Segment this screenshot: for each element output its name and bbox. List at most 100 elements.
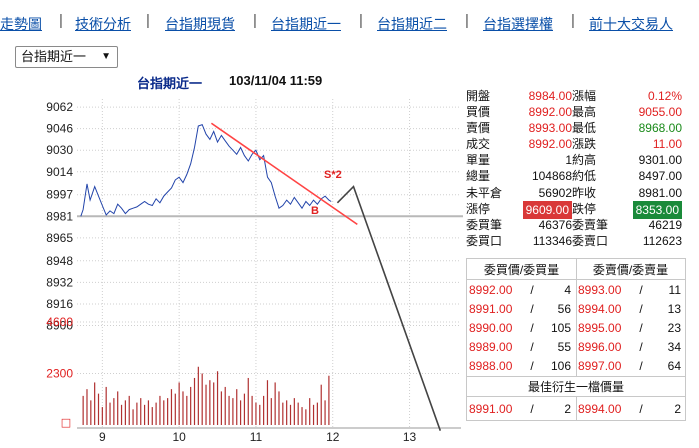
ask-price: 8995.00: [578, 321, 622, 335]
book-divider: [576, 396, 577, 421]
quote-value: 8981.00: [638, 185, 682, 200]
volume-marker: □: [61, 416, 71, 429]
quote-label: 開盤: [466, 89, 491, 103]
nav-separator: |: [571, 12, 575, 29]
slash: /: [639, 340, 643, 354]
ask-qty: 13: [667, 302, 681, 316]
price-tick-label: 8997: [46, 188, 73, 202]
ask-price: 8997.00: [578, 359, 622, 373]
nav-link-options[interactable]: 台指選擇權: [483, 16, 553, 32]
time-tick-label: 13: [403, 430, 417, 444]
top-nav: 走勢圖 | 技術分析 | 台指期現貨 | 台指期近一 | 台指期近二 | 台指選…: [0, 0, 699, 36]
quote-value: 0.12%: [647, 89, 682, 103]
bid-qty: 105: [550, 321, 571, 335]
quote-label: 漲停: [466, 201, 491, 216]
quote-label: 約低: [572, 169, 597, 184]
order-book-row: 8992.00 / 4 8993.00 / 11: [467, 281, 685, 299]
order-book-row: 8988.00 / 106 8997.00 / 64: [467, 357, 685, 375]
volume-tick-label: 4600: [46, 315, 73, 329]
quote-label: 總量: [466, 169, 491, 184]
bid-price: 8988.00: [469, 359, 513, 373]
bid-qty: 4: [564, 283, 571, 297]
slash: /: [639, 283, 643, 297]
derivative-row: 8991.00 / 2 8994.00 / 2: [467, 400, 685, 418]
quote-label: 跌停: [572, 201, 597, 216]
quote-label: 買價: [466, 105, 491, 120]
nav-link-technical[interactable]: 技術分析: [75, 16, 131, 32]
nav-separator: |: [59, 12, 63, 29]
quote-panel: 開盤 8984.00 漲幅 0.12% 買價 8992.00 最高 9055.00 賣價 8993…: [466, 88, 686, 249]
ask-qty: 34: [667, 340, 681, 354]
trend-line: [210, 122, 358, 226]
nav-link-top-ten-traders[interactable]: 前十大交易人: [589, 16, 673, 32]
quote-value: 8984.00: [528, 89, 572, 103]
order-book-row: 8989.00 / 55 8996.00 / 34: [467, 338, 685, 356]
price-tick-label: 8932: [46, 275, 73, 289]
ask-price: 8993.00: [578, 283, 622, 297]
price-tick-label: 9062: [46, 100, 73, 114]
ask-qty: 64: [667, 359, 681, 373]
slash: /: [530, 321, 534, 335]
price-tick-label: 8981: [46, 209, 73, 223]
price-tick-label: 8900: [46, 319, 73, 333]
order-book-row: 8990.00 / 105 8995.00 / 23: [467, 319, 685, 337]
slash: /: [530, 402, 534, 416]
bid-qty: 106: [550, 359, 571, 373]
quote-label: 昨收: [572, 185, 597, 200]
book-divider: [467, 376, 685, 377]
time-tick-label: 11: [250, 430, 263, 444]
quote-row: 賣價 8993.00 最低 8968.00: [466, 120, 686, 136]
annotation-sell: S*2: [324, 169, 342, 181]
nav-link-near-month-1[interactable]: 台指期近一: [271, 16, 341, 32]
ask-price: 8994.00: [578, 402, 622, 416]
price-tick-label: 8948: [46, 254, 73, 268]
quote-label: 最高: [572, 105, 597, 120]
quote-label: 委買筆: [466, 217, 503, 232]
nav-separator: |: [465, 12, 469, 29]
quote-row: 開盤 8984.00 漲幅 0.12%: [466, 88, 686, 104]
quote-label: 委賣筆: [572, 217, 609, 232]
ask-price: 8994.00: [578, 302, 622, 316]
price-chart: 9062 9046 9030 9014 8997 8981 8965 8948 8932 8916…: [46, 99, 463, 444]
nav-link-near-month-2[interactable]: 台指期近二: [377, 16, 447, 32]
time-tick-label: 12: [326, 430, 340, 444]
price-tick-label: 9046: [46, 122, 73, 136]
bid-qty: 55: [557, 340, 571, 354]
quote-value: 8992.00: [528, 105, 572, 120]
chart-title: 台指期近一: [137, 76, 203, 91]
book-divider: [467, 396, 685, 397]
quote-label: 單量: [466, 153, 491, 168]
quote-row: 成交 8992.00 漲跌 11.00: [466, 136, 686, 152]
quote-value: 8993.00: [528, 121, 572, 136]
quote-row: 未平倉 56902 昨收 8981.00: [466, 185, 686, 201]
nav-link-index-spot[interactable]: 台指期現貨: [165, 16, 235, 32]
bid-price: 8991.00: [469, 302, 513, 316]
quote-value: 8968.00: [638, 121, 682, 136]
quote-value: 113346: [532, 233, 572, 248]
quote-label: 賣價: [466, 121, 491, 136]
price-tick-label: 9014: [46, 165, 73, 179]
quote-value: 8992.00: [528, 137, 572, 152]
nav-link-trend[interactable]: 走勢圖: [0, 16, 42, 32]
quote-label: 委賣口: [572, 233, 609, 248]
quote-label: 最低: [572, 121, 597, 136]
nav-separator: |: [359, 12, 363, 29]
slash: /: [639, 321, 643, 335]
quote-row: 漲停 9609.00 跌停 8353.00: [466, 200, 686, 219]
quote-value: 1: [565, 153, 572, 168]
quote-row: 總量 104868 約低 8497.00: [466, 168, 686, 184]
ask-price: 8996.00: [578, 340, 622, 354]
nav-separator: |: [146, 12, 150, 29]
chevron-down-icon: ▼: [101, 51, 111, 62]
quote-label: 委買口: [466, 233, 503, 248]
quote-label: 漲跌: [572, 137, 597, 152]
volume-tick-label: 2300: [46, 366, 73, 380]
price-line: [80, 123, 332, 217]
quote-value: 8353.00: [632, 200, 682, 219]
bid-price: 8992.00: [469, 283, 513, 297]
contract-select[interactable]: 台指期近一 ▼: [15, 46, 118, 68]
quote-value: 8497.00: [638, 169, 682, 184]
quote-row: 單量 1 約高 9301.00: [466, 152, 686, 168]
price-tick-label: 8916: [46, 297, 73, 311]
price-tick-label: 9030: [46, 143, 73, 157]
